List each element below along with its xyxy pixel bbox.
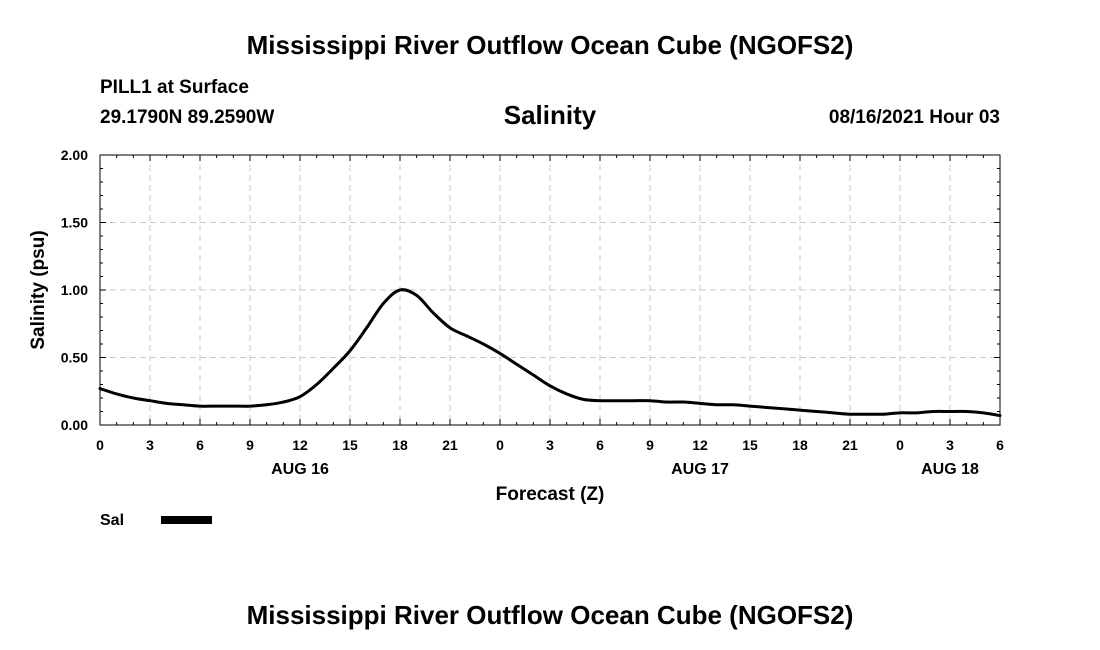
station-label: PILL1 at Surface (100, 77, 249, 98)
x-tick-label: 0 (96, 437, 104, 453)
axis-labels: 0 3 6 9 12 15 18 21 0 3 6 9 12 15 18 21 0 3 6 0.00 0.50 1.00 1… (61, 147, 1004, 478)
x-tick-label: 21 (442, 437, 458, 453)
date-label: AUG 17 (671, 461, 729, 478)
y-tick-label: 1.50 (61, 215, 88, 231)
chart-title-bottom: Mississippi River Outflow Ocean Cube (NG… (246, 600, 854, 630)
x-axis-label: Forecast (Z) (496, 484, 605, 505)
forecast-datetime: 08/16/2021 Hour 03 (828, 107, 1000, 128)
x-tick-label: 6 (596, 437, 604, 453)
series-line-sal (98, 288, 1002, 418)
plot-frame (99, 154, 1001, 426)
legend-swatch-sal (161, 516, 212, 524)
date-label: AUG 16 (271, 461, 329, 478)
x-tick-label: 21 (842, 437, 858, 453)
x-tick-label: 9 (246, 437, 254, 453)
x-tick-label: 6 (196, 437, 204, 453)
date-label: AUG 18 (921, 461, 979, 478)
x-tick-label: 9 (646, 437, 654, 453)
variable-title: Salinity (503, 100, 597, 130)
x-tick-label: 6 (996, 437, 1004, 453)
x-tick-label: 3 (146, 437, 154, 453)
x-tick-label: 18 (392, 437, 408, 453)
y-tick-label: 2.00 (61, 147, 88, 163)
chart-title-top: Mississippi River Outflow Ocean Cube (NG… (246, 30, 854, 60)
x-tick-label: 15 (742, 437, 758, 453)
x-tick-label: 3 (546, 437, 554, 453)
x-tick-label: 3 (946, 437, 954, 453)
y-tick-label: 1.00 (61, 282, 88, 298)
y-tick-label: 0.00 (61, 417, 88, 433)
salinity-chart: 0 3 6 9 12 15 18 21 0 3 6 9 12 15 18 21 0 3 6 0.00 0.50 1.00 1… (28, 147, 1004, 529)
grid-lines (100, 155, 1000, 425)
y-tick-label: 0.50 (61, 350, 88, 366)
x-tick-label: 12 (292, 437, 308, 453)
y-axis-label: Salinity (psu) (28, 230, 49, 349)
x-tick-label: 0 (496, 437, 504, 453)
legend-label-sal: Sal (100, 512, 124, 529)
coordinates-label: 29.1790N 89.2590W (100, 107, 275, 128)
x-tick-label: 0 (896, 437, 904, 453)
x-tick-label: 18 (792, 437, 808, 453)
x-tick-label: 15 (342, 437, 358, 453)
x-tick-label: 12 (692, 437, 708, 453)
